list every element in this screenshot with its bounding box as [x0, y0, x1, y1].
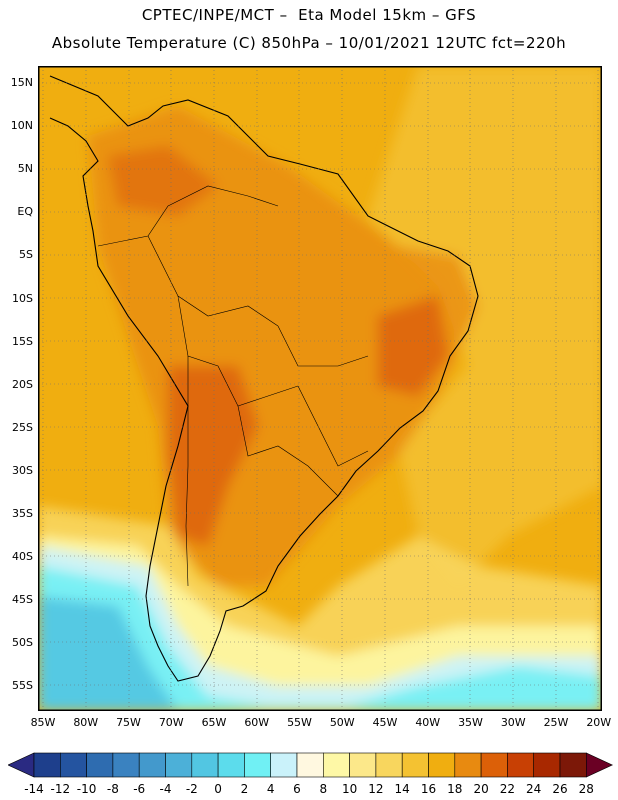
colorbar-tick-label: -2: [185, 782, 198, 796]
colorbar-tick-label: -14: [24, 782, 44, 796]
colorbar-cell: [401, 752, 429, 778]
lon-label: 45W: [372, 716, 398, 729]
lat-label: 45S: [12, 593, 33, 607]
colorbar-cell: [559, 752, 587, 778]
lat-label: 10S: [12, 291, 33, 305]
colorbar-tick-label: 18: [447, 782, 463, 796]
colorbar-tick-label: 14: [394, 782, 410, 796]
lon-label: 35W: [458, 716, 483, 729]
map-border: [38, 66, 602, 711]
lon-label: 40W: [415, 716, 441, 729]
colorbar-cell: [138, 752, 166, 778]
colorbar-tick-label: 20: [473, 782, 489, 796]
lat-label: 40S: [12, 550, 33, 564]
colorbar-tick-label: -4: [159, 782, 172, 796]
lat-label: 25S: [12, 420, 33, 434]
colorbar-tick-label: -10: [76, 782, 97, 796]
temp-zone-north-hot: [108, 146, 218, 216]
colorbar-tick-label: -6: [133, 782, 146, 796]
chart-title-line1: CPTEC/INPE/MCT – Eta Model 15km – GFS: [141, 6, 477, 24]
colorbar-tick-label: -12: [50, 782, 71, 796]
lat-label: 55S: [12, 679, 33, 693]
colorbar-tick-label: 28: [578, 782, 594, 796]
temperature-map: [38, 66, 602, 711]
colorbar-cell: [428, 752, 456, 778]
lon-label: 65W: [201, 716, 227, 729]
colorbar-cell: [507, 752, 534, 778]
colorbar-cell: [217, 752, 245, 778]
colorbar-cell: [244, 752, 271, 778]
colorbar-cell: [349, 752, 377, 778]
colorbar-cell: [59, 752, 87, 778]
chart-title-line2: Absolute Temperature (C) 850hPa – 10/01/…: [51, 34, 567, 52]
colorbar-tick-label: 26: [552, 782, 568, 796]
colorbar-tick-label: 2: [240, 782, 249, 796]
lat-label: 30S: [12, 463, 33, 477]
lat-label: 10N: [10, 119, 33, 133]
colorbar-tick-label: 8: [319, 782, 328, 796]
colorbar-tick-label: 12: [368, 782, 384, 796]
temp-zone-brazil-hot: [378, 296, 448, 396]
coastline: [49, 75, 479, 682]
colorbar: [8, 752, 614, 778]
lon-label: 25W: [543, 716, 569, 729]
lon-label: 85W: [30, 716, 56, 729]
lat-label: 15S: [12, 334, 33, 348]
lat-label: 15N: [10, 76, 33, 89]
lat-label: 5N: [17, 162, 33, 176]
colorbar-cell: [165, 752, 193, 778]
lat-label: 35S: [12, 507, 33, 520]
temp-zone-south-colder: [38, 566, 602, 711]
colorbar-tick-label: 24: [526, 782, 542, 796]
colorbar-cell: [454, 752, 482, 778]
colorbar-tick-label: -8: [106, 782, 119, 796]
lon-label: 75W: [116, 716, 141, 729]
colorbar-cell: [33, 752, 61, 778]
colorbar-cell: [112, 752, 140, 778]
colorbar-tick-label: 22: [499, 782, 516, 796]
colorbar-cell: [533, 752, 561, 778]
colorbar-cell: [322, 752, 350, 778]
lon-label: 30W: [500, 716, 526, 729]
colorbar-tick-label: 6: [293, 782, 301, 796]
lon-label: 60W: [244, 716, 270, 729]
colorbar-tick-label: 10: [341, 782, 358, 796]
colorbar-cell: [270, 752, 298, 778]
temp-zone-andes-hot: [168, 366, 258, 546]
lon-label: 80W: [73, 716, 99, 729]
colorbar-tick-label: 0: [214, 782, 222, 796]
country-borders: [97, 185, 369, 587]
colorbar-cell: [480, 752, 508, 778]
colorbar-tick-label: 4: [266, 782, 275, 796]
colorbar-cell: [296, 752, 324, 778]
lat-label: 5S: [19, 248, 33, 262]
colorbar-under-arrow: [8, 752, 35, 778]
temp-zone-south-coldest: [38, 596, 178, 711]
colorbar-cell: [86, 752, 114, 778]
lat-label: 20S: [12, 377, 33, 391]
lon-label: 70W: [158, 716, 184, 729]
colorbar-tick-label: 16: [420, 782, 437, 796]
lat-label: EQ: [17, 205, 33, 219]
lon-label: 50W: [329, 716, 355, 729]
lat-label: 50S: [12, 636, 33, 650]
colorbar-cell: [375, 752, 403, 778]
lon-label: 20W: [586, 716, 612, 729]
temp-zone-ne-ocean: [368, 66, 602, 586]
lon-label: 55W: [287, 716, 312, 729]
colorbar-cell: [191, 752, 219, 778]
colorbar-over-arrow: [585, 752, 614, 778]
